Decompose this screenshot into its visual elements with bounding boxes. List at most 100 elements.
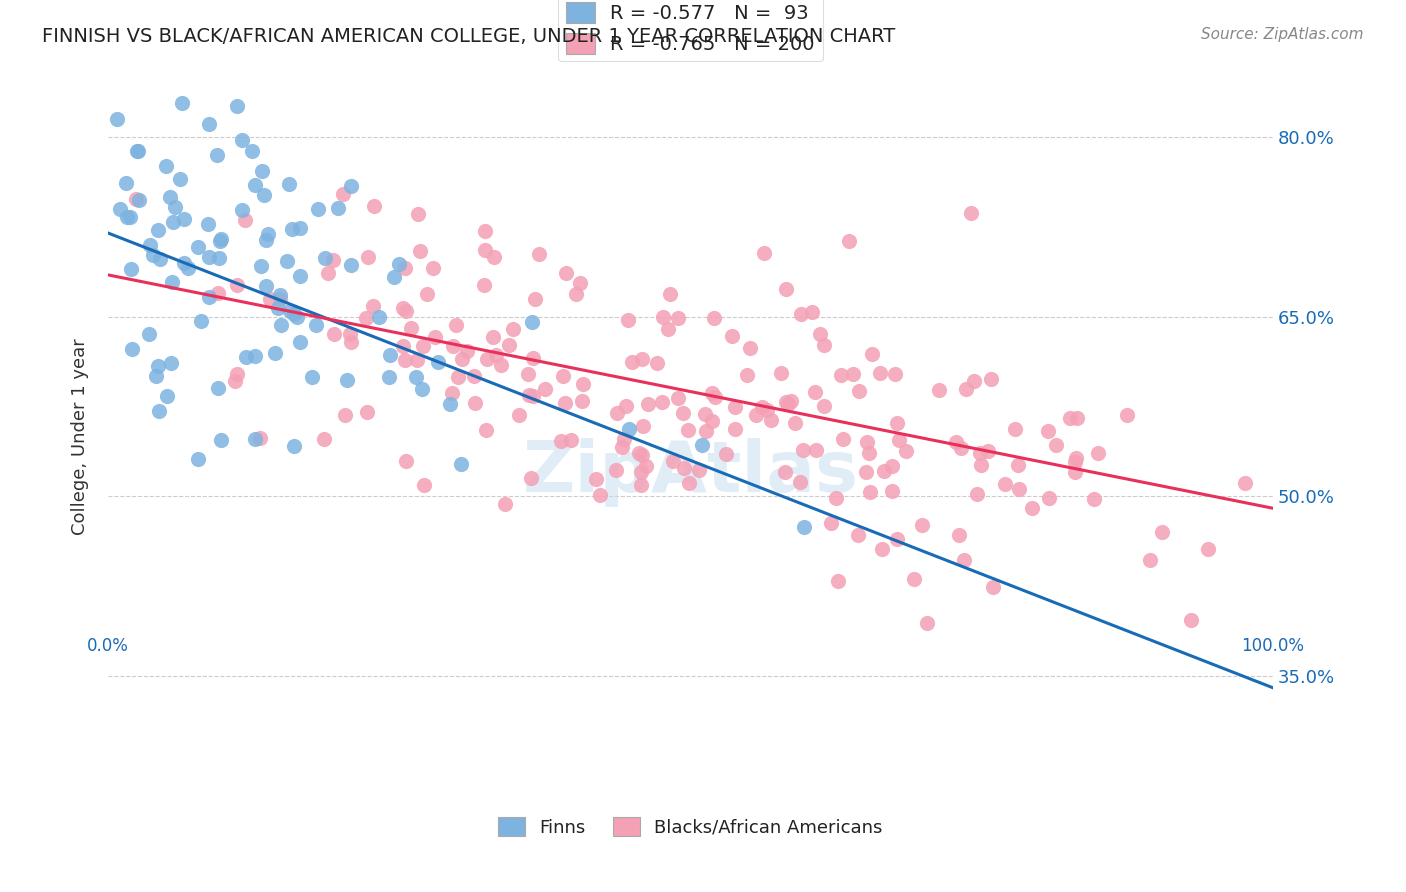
- Point: [208, 251, 231, 265]
- Point: [801, 305, 824, 319]
- Point: [859, 484, 882, 499]
- Point: [855, 465, 877, 479]
- Point: [517, 367, 540, 381]
- Point: [789, 475, 811, 489]
- Point: [444, 318, 467, 332]
- Point: [949, 441, 972, 455]
- Point: [450, 457, 472, 471]
- Point: [860, 346, 883, 360]
- Point: [969, 446, 991, 460]
- Point: [659, 286, 682, 301]
- Point: [169, 171, 191, 186]
- Point: [412, 339, 434, 353]
- Point: [560, 433, 582, 447]
- Point: [245, 349, 267, 363]
- Point: [703, 310, 725, 325]
- Point: [522, 389, 544, 403]
- Point: [278, 177, 301, 191]
- Point: [1004, 422, 1026, 436]
- Point: [517, 388, 540, 402]
- Point: [617, 422, 640, 436]
- Point: [754, 246, 776, 260]
- Point: [411, 382, 433, 396]
- Point: [1064, 451, 1087, 466]
- Point: [391, 339, 413, 353]
- Point: [977, 444, 1000, 458]
- Point: [1197, 542, 1219, 557]
- Point: [724, 400, 747, 414]
- Point: [755, 403, 778, 417]
- Point: [356, 310, 378, 325]
- Point: [160, 275, 183, 289]
- Point: [779, 393, 801, 408]
- Point: [688, 463, 710, 477]
- Point: [1038, 491, 1060, 506]
- Point: [994, 477, 1017, 491]
- Point: [270, 318, 292, 332]
- Point: [813, 399, 835, 413]
- Point: [283, 307, 305, 321]
- Point: [808, 327, 831, 342]
- Point: [666, 311, 689, 326]
- Point: [848, 384, 870, 398]
- Point: [773, 465, 796, 479]
- Point: [250, 164, 273, 178]
- Text: FINNISH VS BLACK/AFRICAN AMERICAN COLLEGE, UNDER 1 YEAR CORRELATION CHART: FINNISH VS BLACK/AFRICAN AMERICAN COLLEG…: [42, 27, 896, 45]
- Point: [745, 409, 768, 423]
- Point: [960, 205, 983, 219]
- Point: [869, 366, 891, 380]
- Point: [423, 330, 446, 344]
- Point: [105, 112, 128, 126]
- Point: [363, 199, 385, 213]
- Point: [225, 367, 247, 381]
- Point: [842, 367, 865, 381]
- Point: [475, 351, 498, 366]
- Point: [231, 133, 253, 147]
- Point: [406, 207, 429, 221]
- Point: [1021, 501, 1043, 516]
- Point: [269, 287, 291, 301]
- Point: [115, 176, 138, 190]
- Point: [149, 252, 172, 266]
- Point: [307, 202, 329, 217]
- Point: [806, 442, 828, 457]
- Point: [494, 497, 516, 511]
- Point: [894, 444, 917, 458]
- Point: [288, 269, 311, 284]
- Point: [235, 350, 257, 364]
- Point: [394, 352, 416, 367]
- Point: [333, 408, 356, 422]
- Point: [368, 310, 391, 325]
- Point: [290, 334, 312, 349]
- Point: [911, 517, 934, 532]
- Point: [662, 454, 685, 468]
- Point: [190, 314, 212, 328]
- Point: [873, 464, 896, 478]
- Point: [401, 321, 423, 335]
- Point: [569, 276, 592, 290]
- Point: [1059, 411, 1081, 425]
- Point: [831, 433, 853, 447]
- Text: 100.0%: 100.0%: [1241, 638, 1305, 656]
- Point: [855, 435, 877, 450]
- Point: [666, 391, 689, 405]
- Point: [1007, 482, 1029, 496]
- Point: [139, 238, 162, 252]
- Point: [637, 397, 659, 411]
- Point: [838, 235, 860, 249]
- Point: [759, 413, 782, 427]
- Point: [118, 210, 141, 224]
- Point: [336, 373, 359, 387]
- Point: [322, 253, 344, 268]
- Point: [378, 370, 401, 384]
- Point: [323, 326, 346, 341]
- Point: [138, 327, 160, 342]
- Point: [128, 194, 150, 208]
- Point: [280, 221, 302, 235]
- Point: [886, 532, 908, 546]
- Text: ZipAtlas: ZipAtlas: [523, 438, 859, 507]
- Point: [678, 476, 700, 491]
- Point: [254, 278, 277, 293]
- Point: [125, 144, 148, 158]
- Point: [945, 434, 967, 449]
